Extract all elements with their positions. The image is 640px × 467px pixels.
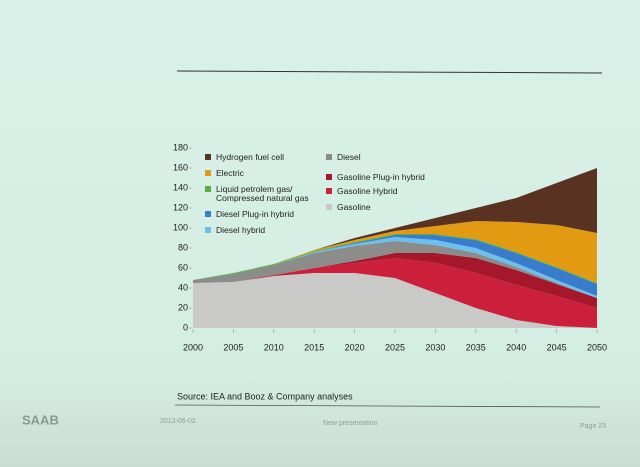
- legend-swatch: [205, 154, 211, 160]
- legend-entry: Diesel: [326, 153, 447, 162]
- x-tick-label: 2005: [223, 342, 243, 352]
- source: Source: IEA and Booz & Company analyses: [177, 391, 353, 401]
- y-tick-label: 0: [183, 322, 188, 332]
- area: [193, 273, 597, 328]
- source-rule: [174, 404, 601, 408]
- x-tick-label: 2050: [587, 342, 607, 352]
- x-tick-label: 2020: [345, 342, 365, 352]
- legend-label: Diesel hybrid: [216, 225, 266, 235]
- area: [193, 253, 597, 308]
- x-tick-label: 2025: [385, 342, 405, 352]
- logo: SAAB: [22, 412, 59, 427]
- legend-entry: Diesel Plug-in hybrid: [205, 210, 326, 219]
- area: [193, 241, 597, 298]
- area: [193, 235, 597, 296]
- legend-entry: Diesel hybrid: [205, 226, 326, 235]
- legend-entry: Gasoline Hybrid: [326, 187, 447, 196]
- legend-label: Diesel: [337, 152, 361, 162]
- y-tick-label: 140: [173, 182, 188, 192]
- y-tick-label: 160: [173, 162, 188, 172]
- area: [193, 258, 597, 328]
- y-tick-label: 180: [173, 142, 188, 152]
- area: [193, 234, 597, 284]
- y-tick-label: 100: [173, 222, 188, 232]
- legend-label: Hydrogen fuel cell: [216, 152, 285, 162]
- y-tick-label: 20: [178, 302, 188, 312]
- y-tick-label: 80: [178, 242, 188, 252]
- footer-date: 2013-06-02: [160, 418, 196, 425]
- legend-swatch: [326, 174, 332, 180]
- legend-entry: Liquid petrolem gas/ Compressed natural …: [205, 185, 326, 203]
- legend-entry: Gasoline Plug-in hybrid: [326, 173, 447, 182]
- area: [193, 221, 597, 283]
- x-tick-label: 2030: [425, 342, 445, 352]
- footer-page: Page 23: [580, 423, 606, 430]
- legend-swatch: [326, 204, 332, 210]
- x-tick-label: 2010: [264, 342, 284, 352]
- footer-title: New presentation: [323, 420, 378, 427]
- legend-label: Electric: [216, 168, 244, 178]
- legend-label: Diesel Plug-in hybrid: [216, 209, 294, 219]
- x-tick-label: 2000: [183, 342, 203, 352]
- legend-swatch: [205, 211, 211, 217]
- legend-label: Liquid petrolem gas/ Compressed natural …: [216, 184, 309, 203]
- x-tick-label: 2015: [304, 342, 324, 352]
- legend-entry: Gasoline: [326, 203, 447, 212]
- legend-swatch: [205, 170, 211, 176]
- legend-label: Gasoline Plug-in hybrid: [337, 172, 425, 182]
- y-tick-label: 120: [173, 202, 188, 212]
- legend-swatch: [326, 188, 332, 194]
- x-tick-label: 2045: [547, 342, 567, 352]
- header-rule: [176, 70, 603, 74]
- legend-label: Gasoline: [337, 202, 371, 212]
- legend-entry: Electric: [205, 169, 326, 178]
- legend-entry: Hydrogen fuel cell: [205, 153, 326, 162]
- legend-swatch: [326, 154, 332, 160]
- x-tick-label: 2035: [466, 342, 486, 352]
- y-tick-label: 60: [178, 262, 188, 272]
- legend-label: Gasoline Hybrid: [337, 186, 398, 196]
- y-tick-label: 40: [178, 282, 188, 292]
- x-tick-label: 2040: [506, 342, 526, 352]
- legend-swatch: [205, 186, 211, 192]
- legend-swatch: [205, 227, 211, 233]
